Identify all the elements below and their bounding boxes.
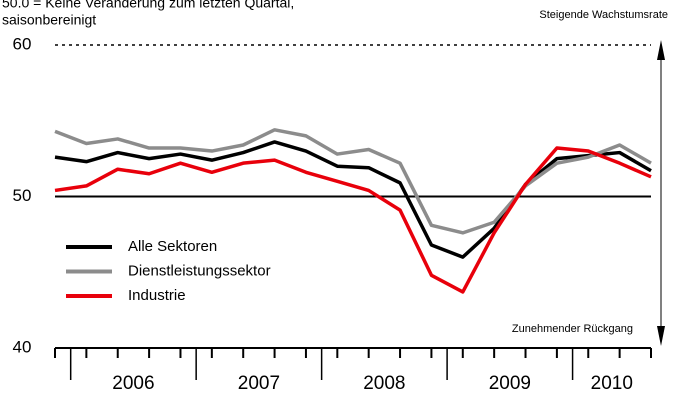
series-line — [54, 140, 652, 259]
series-line — [54, 146, 652, 294]
note-line: saisonbereinigt — [2, 12, 96, 28]
arrow-head — [657, 40, 665, 60]
legend-label: Alle Sektoren — [128, 238, 217, 255]
legend-label: Dienstleistungssektor — [128, 262, 271, 279]
x-tick-label: 2010 — [591, 373, 633, 394]
annotation: Zunehmender Rückgang — [512, 323, 633, 335]
legend-label: Industrie — [128, 287, 186, 304]
x-tick-label: 2009 — [489, 373, 531, 394]
annotation: Steigende Wachstumsrate — [539, 9, 668, 21]
y-tick-label: 40 — [13, 337, 32, 356]
y-tick-label: 50 — [13, 186, 32, 205]
y-tick-label: 60 — [13, 34, 32, 53]
x-tick-label: 2006 — [112, 373, 154, 394]
arrow-head — [657, 326, 665, 346]
x-tick-label: 2008 — [363, 373, 405, 394]
x-tick-label: 2007 — [238, 373, 280, 394]
series-line — [54, 128, 652, 235]
note-line: 50.0 = Keine Veränderung zum letzten Qua… — [2, 0, 294, 11]
